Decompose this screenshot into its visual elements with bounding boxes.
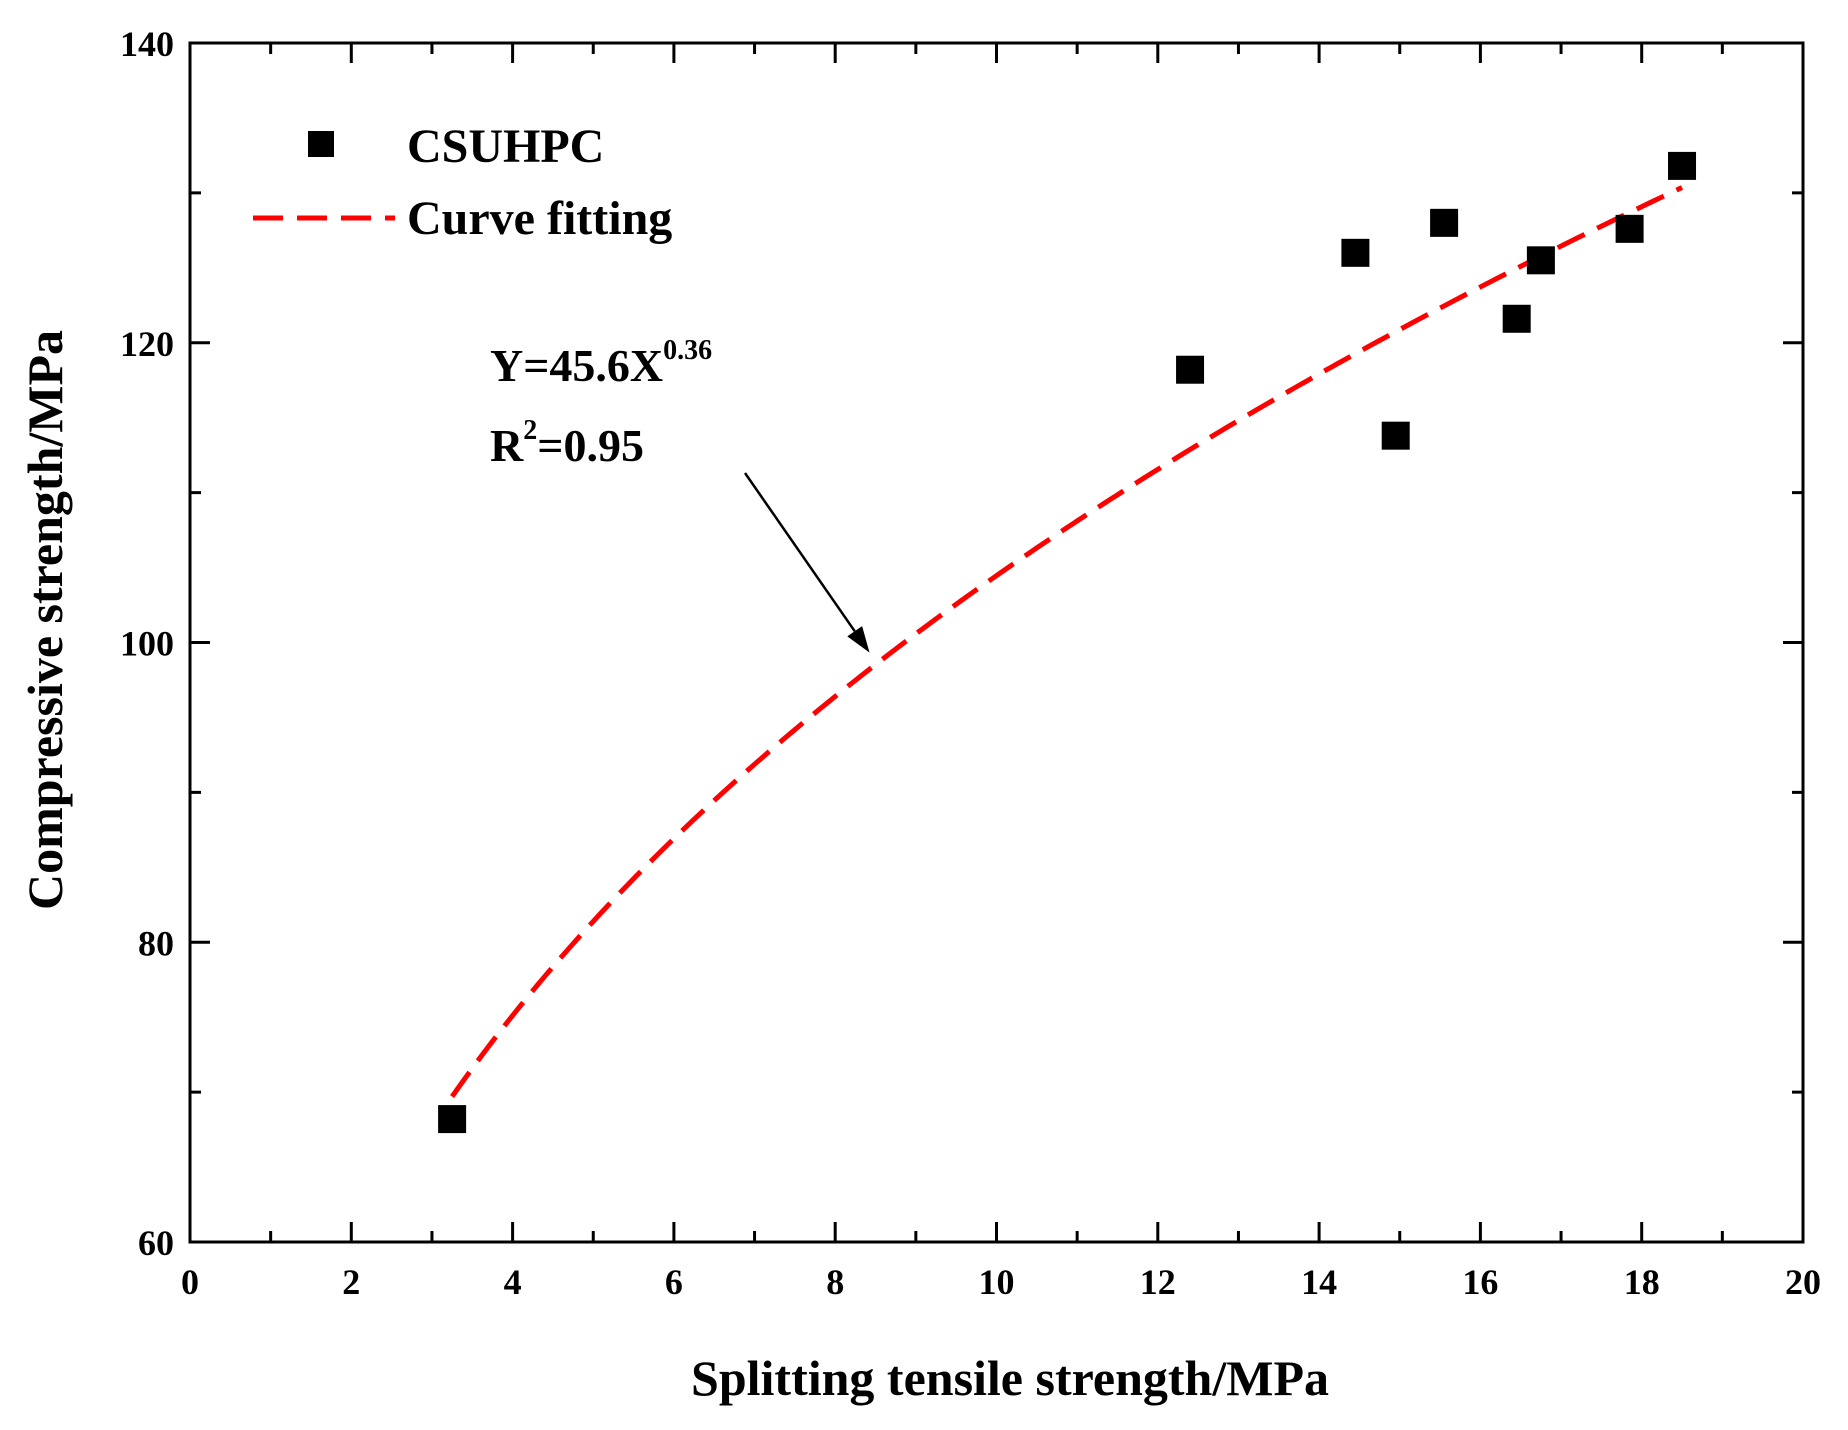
r2-base: R — [490, 420, 524, 471]
data-point — [1615, 214, 1644, 243]
r2-exponent: 2 — [523, 415, 537, 446]
scatter-points — [438, 151, 1697, 1134]
data-point — [1381, 421, 1410, 450]
y-tick-label: 100 — [120, 624, 174, 664]
x-tick-label: 16 — [1462, 1262, 1498, 1302]
x-tick-label: 20 — [1785, 1262, 1821, 1302]
y-tick-label: 120 — [120, 324, 174, 364]
y-tick-label: 140 — [120, 24, 174, 64]
y-axis-title: Compressive strength/MPa — [17, 330, 73, 910]
x-tick-label: 4 — [504, 1262, 522, 1302]
x-tick-label: 8 — [826, 1262, 844, 1302]
legend-label-csuhpc: CSUHPC — [407, 120, 604, 173]
fit-r-squared: R2=0.95 — [490, 415, 644, 471]
fit-equation-base: Y=45.6X — [490, 340, 663, 391]
data-point — [438, 1105, 467, 1134]
data-point — [1502, 304, 1531, 333]
data-point — [1430, 208, 1459, 237]
annotation-arrow-head — [847, 626, 870, 653]
tick-labels: 0 2 4 6 8 10 12 14 16 18 20 60 80 100 120 140 — [120, 24, 1821, 1302]
y-tick-label: 60 — [138, 1223, 174, 1263]
data-point — [1176, 355, 1205, 384]
data-point — [1341, 238, 1370, 267]
x-tick-label: 14 — [1301, 1262, 1337, 1302]
fit-layer — [450, 185, 1684, 1099]
data-point — [1668, 151, 1697, 180]
axis-ticks — [188, 41, 1805, 1244]
r2-value: =0.95 — [537, 420, 644, 471]
x-tick-label: 6 — [665, 1262, 683, 1302]
fit-curve — [450, 185, 1684, 1099]
annotation-arrow — [743, 472, 856, 632]
fit-equation-exponent: 0.36 — [663, 335, 712, 366]
legend: CSUHPC Curve fitting — [253, 120, 672, 245]
x-tick-label: 18 — [1624, 1262, 1660, 1302]
legend-label-fit: Curve fitting — [407, 192, 672, 245]
legend-marker-csuhpc — [308, 131, 334, 157]
y-tick-label: 80 — [138, 923, 174, 963]
fit-equation: Y=45.6X0.36 — [490, 335, 712, 391]
data-point — [1526, 246, 1555, 275]
x-axis-title: Splitting tensile strength/MPa — [691, 1350, 1329, 1406]
x-tick-label: 12 — [1140, 1262, 1176, 1302]
x-tick-label: 2 — [342, 1262, 360, 1302]
x-tick-label: 10 — [979, 1262, 1015, 1302]
x-tick-label: 0 — [181, 1262, 199, 1302]
fit-annotation: Y=45.6X0.36 R2=0.95 — [490, 335, 870, 653]
